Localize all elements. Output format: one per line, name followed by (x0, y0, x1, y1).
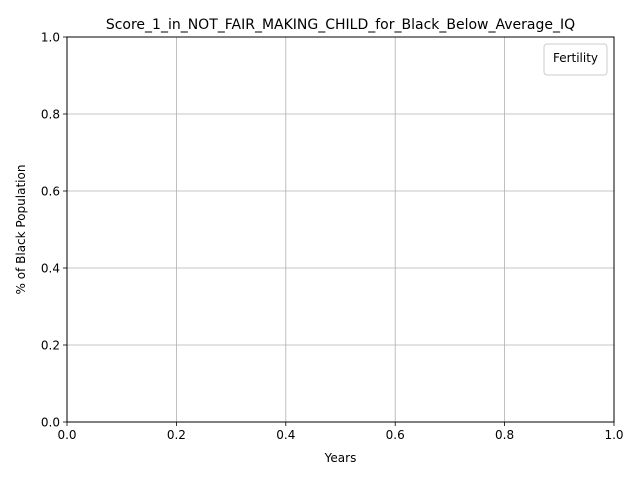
x-tick-label: 0.6 (386, 428, 405, 442)
x-tick-label: 1.0 (604, 428, 623, 442)
y-tick-label: 0.4 (41, 262, 60, 276)
y-axis-ticks: 0.0 0.2 0.4 0.6 0.8 1.0 (41, 31, 67, 430)
legend-title: Fertility (553, 51, 598, 65)
x-tick-label: 0.4 (276, 428, 295, 442)
legend-box (543, 43, 608, 76)
y-tick-label: 0.2 (41, 339, 60, 353)
x-tick-label: 0.0 (57, 428, 76, 442)
y-axis-label: % of Black Population (14, 165, 28, 295)
y-tick-label: 0.6 (41, 185, 60, 199)
x-tick-label: 0.2 (167, 428, 186, 442)
grid-lines (66, 36, 615, 423)
x-tick-label: 0.8 (495, 428, 514, 442)
x-axis-label: Years (324, 451, 357, 465)
y-tick-label: 1.0 (41, 31, 60, 45)
legend: Fertility (543, 43, 608, 76)
plot-area-frame (66, 36, 615, 423)
x-axis-ticks: 0.0 0.2 0.4 0.6 0.8 1.0 (57, 422, 624, 442)
y-tick-label: 0.8 (41, 108, 60, 122)
y-tick-label: 0.0 (41, 416, 60, 430)
chart-title: Score_1_in_NOT_FAIR_MAKING_CHILD_for_Bla… (106, 17, 575, 33)
